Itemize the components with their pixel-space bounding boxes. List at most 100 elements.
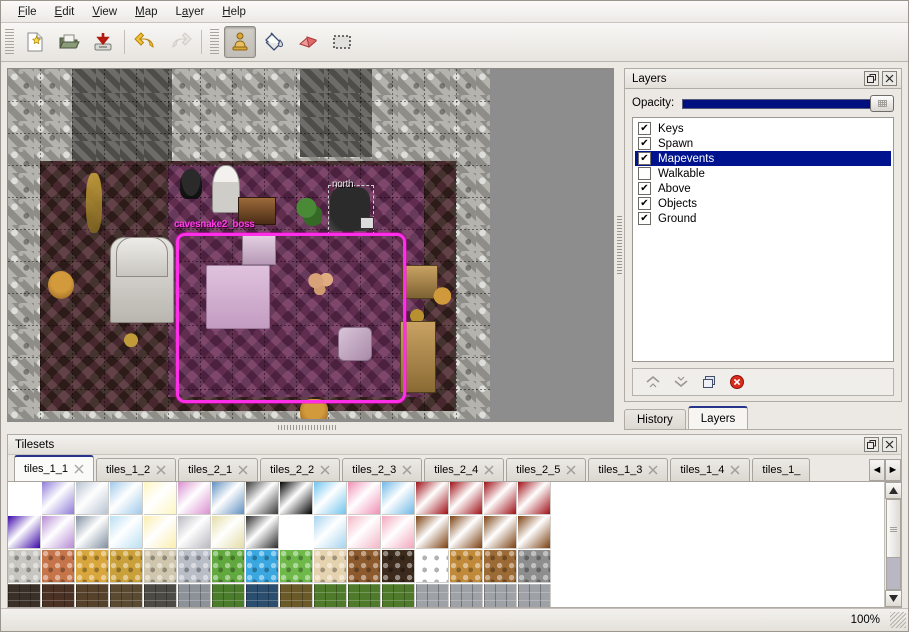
- horizontal-splitter[interactable]: [7, 422, 608, 432]
- close-icon[interactable]: [402, 465, 412, 475]
- tileset-tile[interactable]: [110, 584, 143, 607]
- layer-row-objects[interactable]: ✔ Objects: [635, 196, 891, 211]
- tileset-tile[interactable]: [450, 482, 483, 515]
- tileset-tile[interactable]: [450, 584, 483, 607]
- tileset-tile[interactable]: [688, 550, 721, 583]
- close-icon[interactable]: [238, 465, 248, 475]
- close-icon[interactable]: [566, 465, 576, 475]
- tileset-tile[interactable]: [8, 482, 41, 515]
- tileset-tile[interactable]: [144, 584, 177, 607]
- tileset-tile[interactable]: [654, 482, 687, 515]
- undo-button[interactable]: [130, 26, 162, 58]
- tileset-tile[interactable]: [824, 584, 857, 607]
- menu-help[interactable]: Help: [222, 5, 246, 18]
- tileset-tile[interactable]: [586, 584, 619, 607]
- tileset-tile[interactable]: [280, 482, 313, 515]
- tileset-tile[interactable]: [858, 516, 884, 549]
- tileset-tile[interactable]: [42, 550, 75, 583]
- open-map-button[interactable]: [53, 26, 85, 58]
- tileset-tile[interactable]: [212, 482, 245, 515]
- tileset-tile[interactable]: [484, 584, 517, 607]
- menu-file[interactable]: File: [18, 5, 37, 18]
- select-tool-button[interactable]: [326, 26, 358, 58]
- tileset-tile[interactable]: [8, 516, 41, 549]
- scrollbar-thumb[interactable]: [885, 499, 901, 559]
- tileset-tile[interactable]: [314, 550, 347, 583]
- tileset-tile[interactable]: [110, 550, 143, 583]
- tileset-tile[interactable]: [178, 516, 211, 549]
- delete-layer-button[interactable]: [725, 371, 749, 393]
- tileset-tab-tiles_1_3[interactable]: tiles_1_3: [588, 458, 669, 481]
- tileset-tab-tiles_1_2[interactable]: tiles_1_2: [96, 458, 177, 481]
- tileset-tile[interactable]: [484, 516, 517, 549]
- tileset-tile[interactable]: [552, 516, 585, 549]
- tileset-tile[interactable]: [620, 584, 653, 607]
- tileset-tile[interactable]: [8, 584, 41, 607]
- tileset-tile[interactable]: [484, 550, 517, 583]
- close-icon[interactable]: [320, 465, 330, 475]
- layer-visibility-checkbox[interactable]: ✔: [638, 152, 651, 165]
- layer-row-ground[interactable]: ✔ Ground: [635, 211, 891, 226]
- tileset-tabs-scroll-left-button[interactable]: ◄: [869, 459, 885, 481]
- layer-list[interactable]: ✔ Keys ✔ Spawn ✔ Mapevents Walkable: [632, 117, 894, 362]
- menu-edit[interactable]: Edit: [54, 5, 75, 18]
- tileset-tile[interactable]: [688, 516, 721, 549]
- tileset-tile[interactable]: [722, 482, 755, 515]
- tileset-tile[interactable]: [348, 516, 381, 549]
- layer-visibility-checkbox[interactable]: ✔: [638, 212, 651, 225]
- menu-layer[interactable]: Layer: [175, 5, 205, 18]
- tileset-tile[interactable]: [178, 584, 211, 607]
- tileset-tile[interactable]: [246, 516, 279, 549]
- menu-view[interactable]: View: [92, 5, 118, 18]
- tileset-tile[interactable]: [790, 550, 823, 583]
- tileset-tile[interactable]: [42, 516, 75, 549]
- tileset-tab-tiles_2_3[interactable]: tiles_2_3: [342, 458, 423, 481]
- tileset-tile[interactable]: [688, 584, 721, 607]
- tileset-tile[interactable]: [586, 482, 619, 515]
- tileset-tile[interactable]: [620, 516, 653, 549]
- tileset-tile[interactable]: [790, 482, 823, 515]
- tileset-tile[interactable]: [756, 550, 789, 583]
- tileset-tile[interactable]: [212, 550, 245, 583]
- tileset-tile[interactable]: [144, 516, 177, 549]
- tileset-tile[interactable]: [110, 482, 143, 515]
- layer-row-spawn[interactable]: ✔ Spawn: [635, 136, 891, 151]
- tileset-tile[interactable]: [76, 516, 109, 549]
- float-panel-button[interactable]: [864, 437, 879, 452]
- tileset-tile[interactable]: [756, 516, 789, 549]
- window-resize-grip[interactable]: [890, 612, 906, 628]
- tileset-tabs-scroll-right-button[interactable]: ►: [885, 459, 901, 481]
- tileset-tile[interactable]: [518, 584, 551, 607]
- layer-visibility-checkbox[interactable]: ✔: [638, 122, 651, 135]
- tileset-tile[interactable]: [858, 584, 884, 607]
- tileset-tile[interactable]: [722, 516, 755, 549]
- tileset-tile[interactable]: [790, 584, 823, 607]
- close-panel-button[interactable]: [882, 71, 897, 86]
- layer-row-keys[interactable]: ✔ Keys: [635, 121, 891, 136]
- scroll-down-arrow-icon[interactable]: [884, 590, 902, 607]
- tileset-tile[interactable]: [76, 550, 109, 583]
- tileset-tile[interactable]: [212, 516, 245, 549]
- tileset-tile[interactable]: [756, 584, 789, 607]
- tileset-vertical-scrollbar[interactable]: [884, 482, 902, 607]
- tileset-tile[interactable]: [314, 584, 347, 607]
- layer-row-walkable[interactable]: Walkable: [635, 166, 891, 181]
- tileset-tile[interactable]: [824, 482, 857, 515]
- tileset-tile[interactable]: [756, 482, 789, 515]
- tileset-tile[interactable]: [348, 550, 381, 583]
- tileset-tile[interactable]: [450, 550, 483, 583]
- tileset-tile[interactable]: [8, 550, 41, 583]
- tileset-tile[interactable]: [484, 482, 517, 515]
- scrollbar-lower-region[interactable]: [885, 557, 901, 590]
- tileset-tile[interactable]: [450, 516, 483, 549]
- float-panel-button[interactable]: [864, 71, 879, 86]
- tileset-tile[interactable]: [144, 482, 177, 515]
- scrollbar-trough[interactable]: [885, 499, 901, 590]
- tileset-tab-tiles_2_4[interactable]: tiles_2_4: [424, 458, 505, 481]
- tileset-tile[interactable]: [722, 584, 755, 607]
- tileset-tile-grid[interactable]: [8, 482, 884, 607]
- tileset-tab-tiles_1_partial[interactable]: tiles_1_: [752, 458, 811, 481]
- tileset-tile[interactable]: [722, 550, 755, 583]
- toolbar-grip-2[interactable]: [210, 29, 219, 55]
- tileset-tile[interactable]: [552, 482, 585, 515]
